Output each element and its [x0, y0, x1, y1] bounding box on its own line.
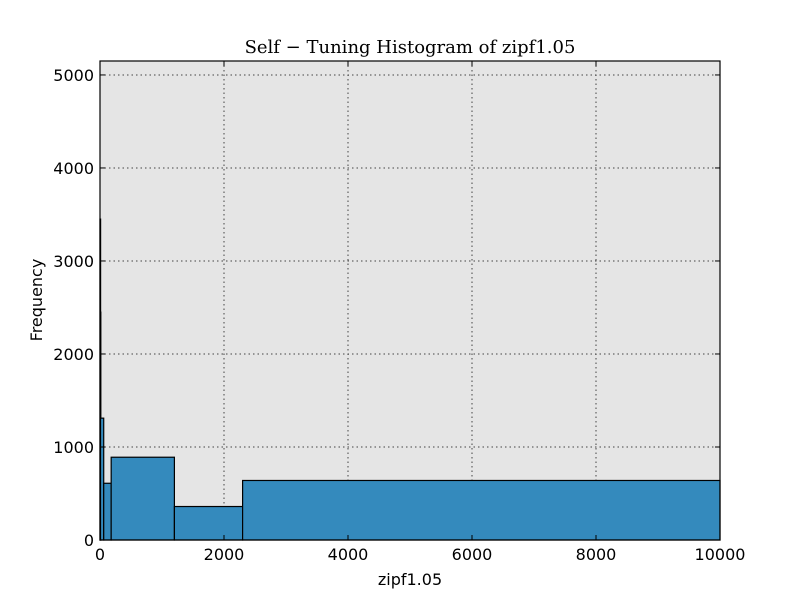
histogram-bar-4: [110, 456, 176, 541]
y-tick-label-2: 2000: [53, 345, 94, 364]
histogram-bars: [99, 218, 721, 541]
plot-frame: [99, 60, 721, 541]
x-tick-label-1: 2000: [204, 545, 245, 564]
grid-lines: [100, 61, 720, 540]
histogram-bar-3: [103, 482, 112, 541]
x-tick-label-0: 0: [95, 545, 105, 564]
x-tick-label-2: 4000: [328, 545, 369, 564]
y-tick-label-0: 0: [84, 531, 94, 550]
chart-title: Self − Tuning Histogram of zipf1.05: [245, 37, 576, 58]
x-tick-label-3: 6000: [452, 545, 493, 564]
x-tick-label-4: 8000: [576, 545, 617, 564]
y-tick-label-4: 4000: [53, 159, 94, 178]
x-axis-ticks: 0 2000 4000 6000 8000 10000: [95, 61, 746, 564]
x-tick-label-5: 10000: [695, 545, 746, 564]
y-tick-label-5: 5000: [53, 66, 94, 85]
y-tick-label-3: 3000: [53, 252, 94, 271]
histogram-bar-6: [242, 479, 721, 541]
y-tick-label-1: 1000: [53, 438, 94, 457]
histogram-bar-5: [173, 505, 244, 541]
plot-area: [100, 61, 720, 540]
y-axis-label: Frequency: [27, 259, 46, 342]
x-axis-label: zipf1.05: [378, 570, 442, 589]
y-axis-ticks: 0 1000 2000 3000 4000 5000: [53, 66, 720, 550]
